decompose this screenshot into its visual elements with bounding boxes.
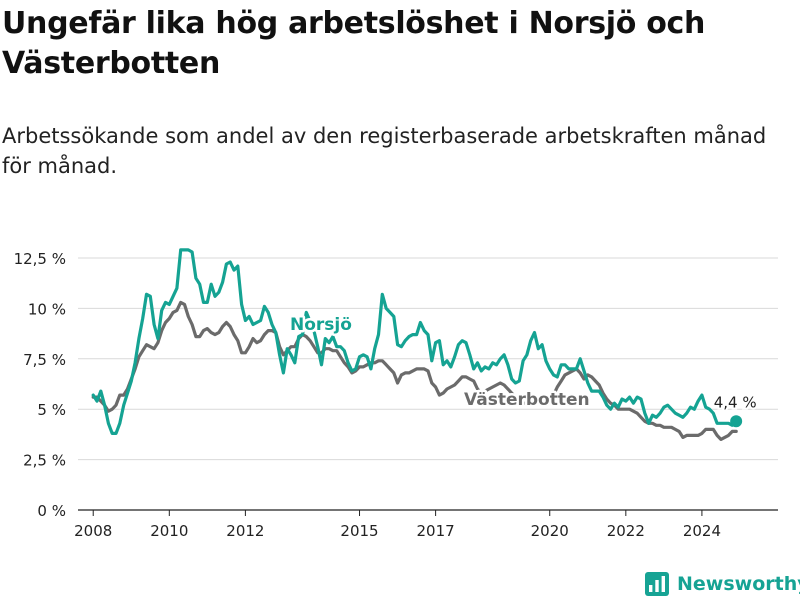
chart-title: Ungefär lika hög arbetslöshet i Norsjö o… xyxy=(2,6,706,81)
y-tick-label: 10 % xyxy=(28,300,66,318)
brand-logo: Newsworthy xyxy=(645,570,800,598)
x-tick-label: 2015 xyxy=(340,522,378,540)
series-label-vasterbotten: Västerbotten xyxy=(464,390,590,410)
x-tick-label: 2024 xyxy=(683,522,721,540)
y-tick-label: 2,5 % xyxy=(23,452,66,470)
x-tick-label: 2010 xyxy=(150,522,188,540)
series-lines xyxy=(91,248,743,441)
y-tick-label: 0 % xyxy=(37,502,66,520)
last-value-point xyxy=(730,415,743,428)
chart-subtitle: Arbetssökande som andel av den registerb… xyxy=(2,124,767,178)
series-line-vasterbotten xyxy=(91,300,738,441)
brand-name: Newsworthy xyxy=(677,573,800,595)
series-label-norsjo: Norsjö xyxy=(290,315,352,335)
y-tick-label: 12,5 % xyxy=(14,250,66,268)
y-tick-label: 7,5 % xyxy=(23,351,66,369)
series-line-norsjo xyxy=(91,248,738,435)
x-tick-label: 2012 xyxy=(226,522,264,540)
x-tick-label: 2022 xyxy=(607,522,645,540)
x-axis-ticks: 2008 2010 2012 2015 2017 2020 2022 2024 xyxy=(74,510,721,540)
end-value-label: 4,4 % xyxy=(714,393,757,411)
y-axis-ticks: 0 % 2,5 % 5 % 7,5 % 10 % 12,5 % xyxy=(14,250,66,520)
series-labels: Norsjö Västerbotten 4,4 % xyxy=(288,313,759,414)
x-tick-label: 2008 xyxy=(74,522,112,540)
x-tick-label: 2020 xyxy=(531,522,569,540)
y-tick-label: 5 % xyxy=(37,401,66,419)
bar-chart-icon xyxy=(645,572,669,596)
gridlines xyxy=(78,257,778,511)
x-tick-label: 2017 xyxy=(417,522,455,540)
